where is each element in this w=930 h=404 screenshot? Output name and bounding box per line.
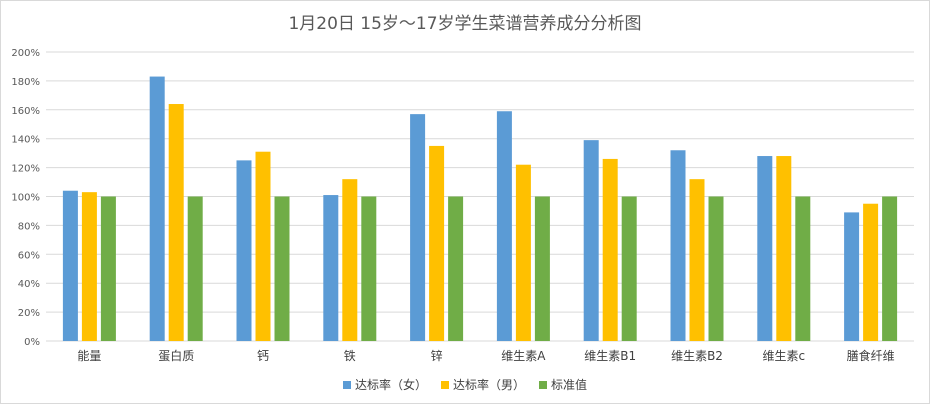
- bar: [844, 212, 860, 341]
- legend-label: 达标率（女）: [354, 378, 427, 392]
- chart-legend: 达标率（女） 达标率（男） 标准值: [1, 376, 929, 393]
- x-tick-label: 维生素c: [762, 349, 805, 363]
- y-tick-label: 140%: [11, 135, 40, 146]
- x-tick-label: 维生素A: [501, 349, 546, 363]
- legend-swatch: [342, 380, 351, 389]
- y-tick-label: 120%: [11, 164, 40, 175]
- bar: [149, 76, 165, 341]
- y-tick-label: 0%: [24, 337, 40, 348]
- bar: [708, 196, 724, 341]
- x-tick-label: 膳食纤维: [847, 348, 895, 363]
- bar: [168, 104, 184, 342]
- bar: [621, 196, 637, 341]
- bar: [776, 156, 792, 341]
- bar: [534, 196, 550, 341]
- y-tick-label: 20%: [18, 308, 40, 319]
- x-tick-label: 维生素B2: [671, 349, 723, 363]
- bar: [602, 158, 618, 341]
- bar: [496, 111, 512, 342]
- y-tick-label: 200%: [11, 48, 40, 59]
- legend-item: 标准值: [539, 376, 587, 393]
- bar: [515, 164, 531, 341]
- legend-swatch: [440, 380, 449, 389]
- x-tick-label: 铁: [344, 349, 356, 363]
- legend-item: 达标率（男）: [440, 376, 525, 393]
- x-tick-label: 钙: [257, 349, 269, 363]
- bar: [274, 196, 290, 341]
- bar: [863, 203, 879, 341]
- x-tick-label: 蛋白质: [158, 348, 194, 363]
- bar: [583, 140, 599, 341]
- bar: [62, 190, 78, 341]
- legend-item: 达标率（女）: [342, 376, 427, 393]
- legend-label: 标准值: [551, 378, 588, 392]
- bar: [689, 179, 705, 341]
- bar: [882, 196, 898, 341]
- legend-swatch: [539, 380, 547, 389]
- bar: [236, 160, 252, 341]
- x-tick-label: 维生素B1: [584, 349, 636, 363]
- x-tick-label: 能量: [77, 349, 101, 363]
- bar: [429, 145, 445, 341]
- bar: [757, 156, 773, 341]
- bar: [100, 196, 116, 341]
- bar: [187, 196, 203, 341]
- bar: [448, 196, 464, 341]
- y-tick-label: 180%: [11, 77, 40, 88]
- y-tick-label: 160%: [11, 106, 40, 117]
- y-tick-label: 100%: [11, 193, 40, 204]
- bar: [342, 179, 358, 341]
- chart-title: 1月20日 15岁～17岁学生菜谱营养成分分析图: [288, 14, 642, 34]
- bar: [361, 196, 377, 341]
- y-tick-label: 60%: [18, 250, 40, 261]
- bar: [410, 114, 426, 341]
- legend-label: 达标率（男）: [452, 378, 525, 392]
- bar: [255, 151, 271, 341]
- y-tick-label: 80%: [18, 221, 40, 232]
- bar: [670, 150, 686, 341]
- bar: [795, 196, 811, 341]
- y-tick-label: 40%: [18, 279, 40, 290]
- bar: [81, 192, 97, 341]
- x-tick-label: 锌: [431, 349, 443, 363]
- bar: [323, 195, 339, 341]
